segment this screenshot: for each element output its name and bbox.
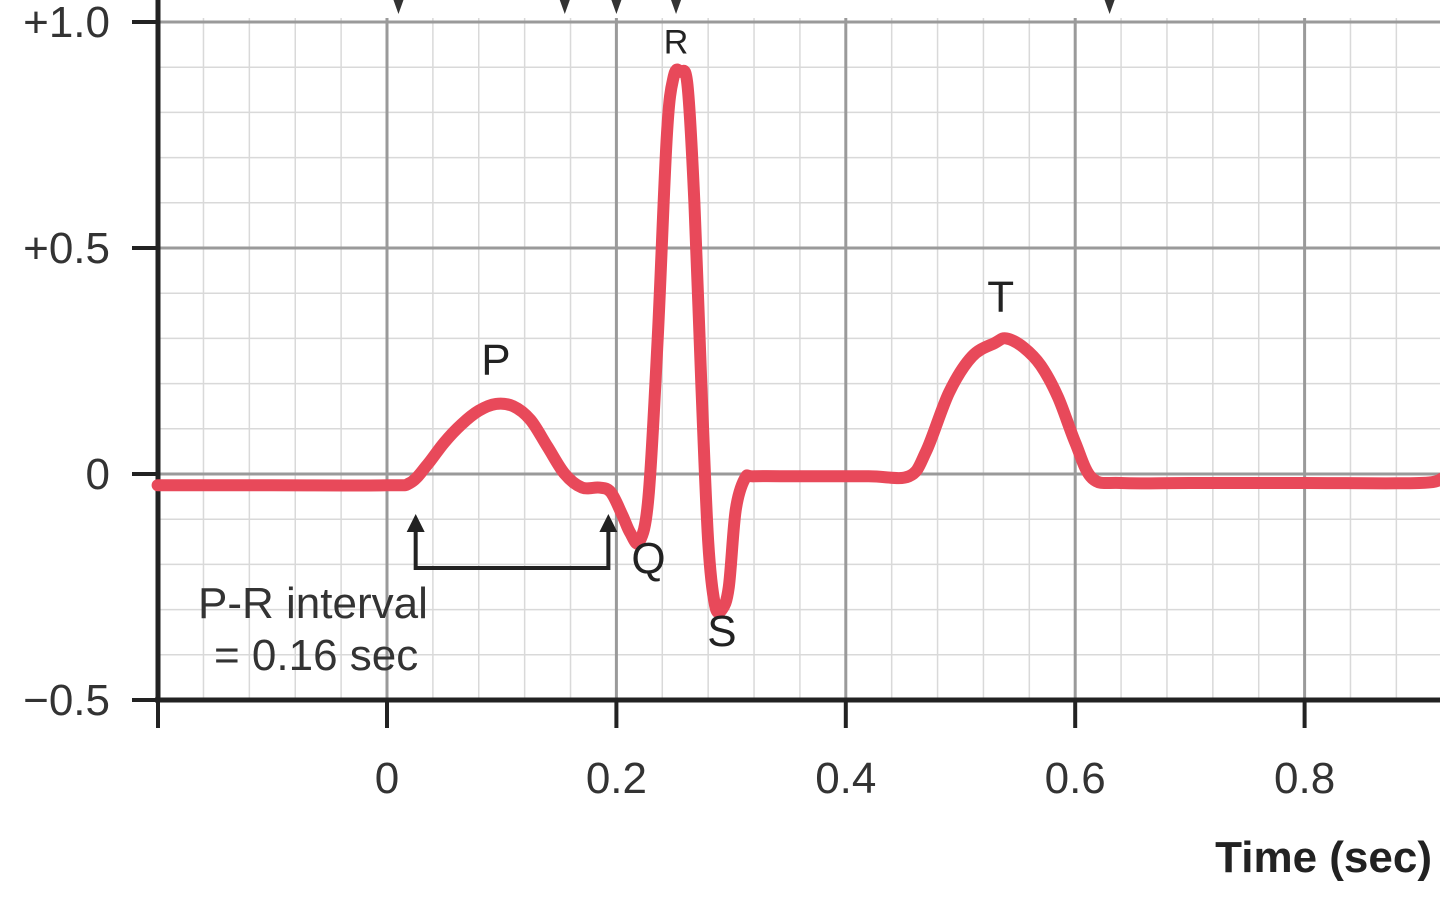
x-tick-label: 0.2	[586, 754, 647, 803]
x-axis-label: Time (sec)	[1215, 833, 1432, 882]
pr-interval-label: P-R interval	[198, 579, 428, 628]
x-tick-label: 0	[375, 754, 399, 803]
y-tick-label: +0.5	[23, 224, 110, 273]
wave-label-t: T	[987, 272, 1014, 321]
annotations: R P T QS	[481, 24, 1014, 656]
pr-interval-bracket: P-R interval= 0.16 sec	[198, 514, 618, 680]
ecg-trace-line	[151, 63, 1440, 619]
y-tick-label: −0.5	[23, 676, 110, 725]
top-marker	[559, 0, 570, 14]
x-ticks: 0 0.2 0.4 0.6 0.8	[156, 700, 1335, 803]
x-tick-label: 0.6	[1045, 754, 1106, 803]
y-ticks: +1.0 +0.5 0 −0.5	[23, 0, 158, 725]
top-marker	[611, 0, 622, 14]
x-tick-label: 0.4	[815, 754, 876, 803]
y-tick-label: 0	[86, 450, 110, 499]
top-marker	[671, 0, 682, 14]
wave-label-s: S	[707, 607, 736, 656]
x-tick-label: 0.8	[1274, 754, 1335, 803]
pr-interval-value: = 0.16 sec	[214, 631, 418, 680]
series-layer	[151, 63, 1440, 619]
wave-label-p: P	[481, 336, 510, 385]
top-marker	[393, 0, 404, 14]
wave-label-q: Q	[631, 534, 665, 583]
wave-label-r: R	[664, 24, 689, 62]
top-marker	[1104, 0, 1115, 14]
top-markers	[393, 0, 1115, 14]
y-tick-label: +1.0	[23, 0, 110, 47]
axes	[155, 0, 1440, 703]
pr-arrowhead-end	[599, 514, 618, 532]
pr-bracket-line	[413, 526, 611, 570]
pr-arrowhead-start	[406, 514, 425, 532]
